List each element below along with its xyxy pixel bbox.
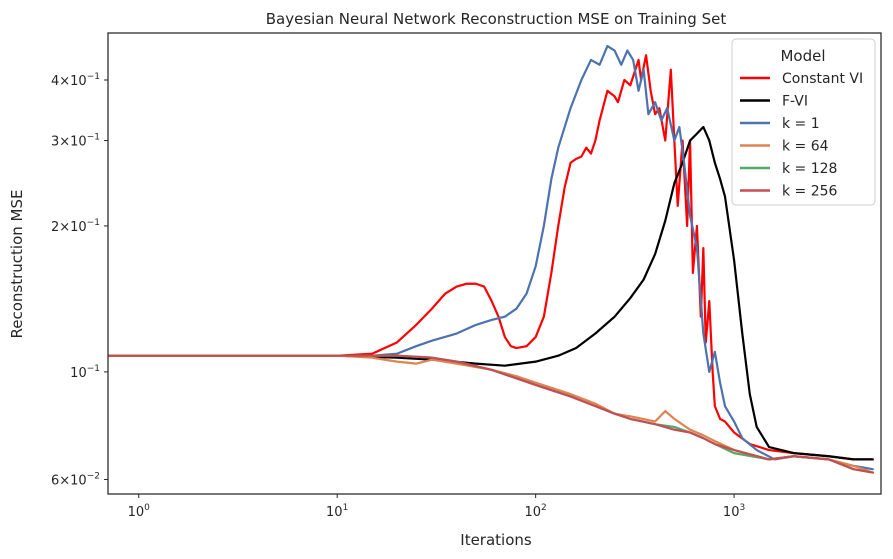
- x-tick-label-0: 100: [128, 503, 151, 520]
- chart-title: Bayesian Neural Network Reconstruction M…: [266, 10, 727, 28]
- series-line-5: [108, 354, 874, 474]
- series-layer: [108, 44, 874, 474]
- x-tick-label-2: 102: [524, 503, 546, 520]
- y-tick-label-1: 10−1: [70, 364, 100, 381]
- y-tick-label-4: 4×10−1: [51, 72, 100, 89]
- legend-label-0: Constant VI: [782, 71, 863, 87]
- y-tick-label-2: 2×10−1: [51, 218, 100, 235]
- series-line-2: [108, 44, 874, 471]
- legend-label-4: k = 128: [782, 161, 837, 177]
- x-axis-ticks: 100 101 102 103: [128, 494, 745, 520]
- legend-box: [731, 38, 876, 206]
- legend: Model Constant VI F-VI k = 1 k = 64 k = 128 k…: [731, 38, 876, 206]
- x-tick-label-1: 101: [326, 503, 348, 520]
- legend-title: Model: [780, 47, 825, 65]
- legend-label-1: F-VI: [782, 94, 808, 110]
- series-line-1: [108, 125, 874, 461]
- y-tick-label-0: 6×10−2: [51, 471, 100, 488]
- x-axis-label: Iterations: [460, 531, 532, 549]
- legend-label-5: k = 256: [782, 184, 838, 200]
- x-tick-label-3: 103: [723, 503, 745, 520]
- plot-frame: [107, 32, 882, 495]
- series-line-0: [108, 54, 874, 461]
- legend-label-2: k = 1: [782, 116, 820, 132]
- y-axis-ticks: 6×10−2 10−1 2×10−1 3×10−1 4×10−1: [51, 72, 108, 488]
- y-tick-label-3: 3×10−1: [51, 133, 100, 150]
- y-axis-label: Reconstruction MSE: [8, 190, 26, 339]
- legend-items: Constant VI F-VI k = 1 k = 64 k = 128 k = 256: [740, 71, 863, 200]
- legend-label-3: k = 64: [782, 139, 829, 155]
